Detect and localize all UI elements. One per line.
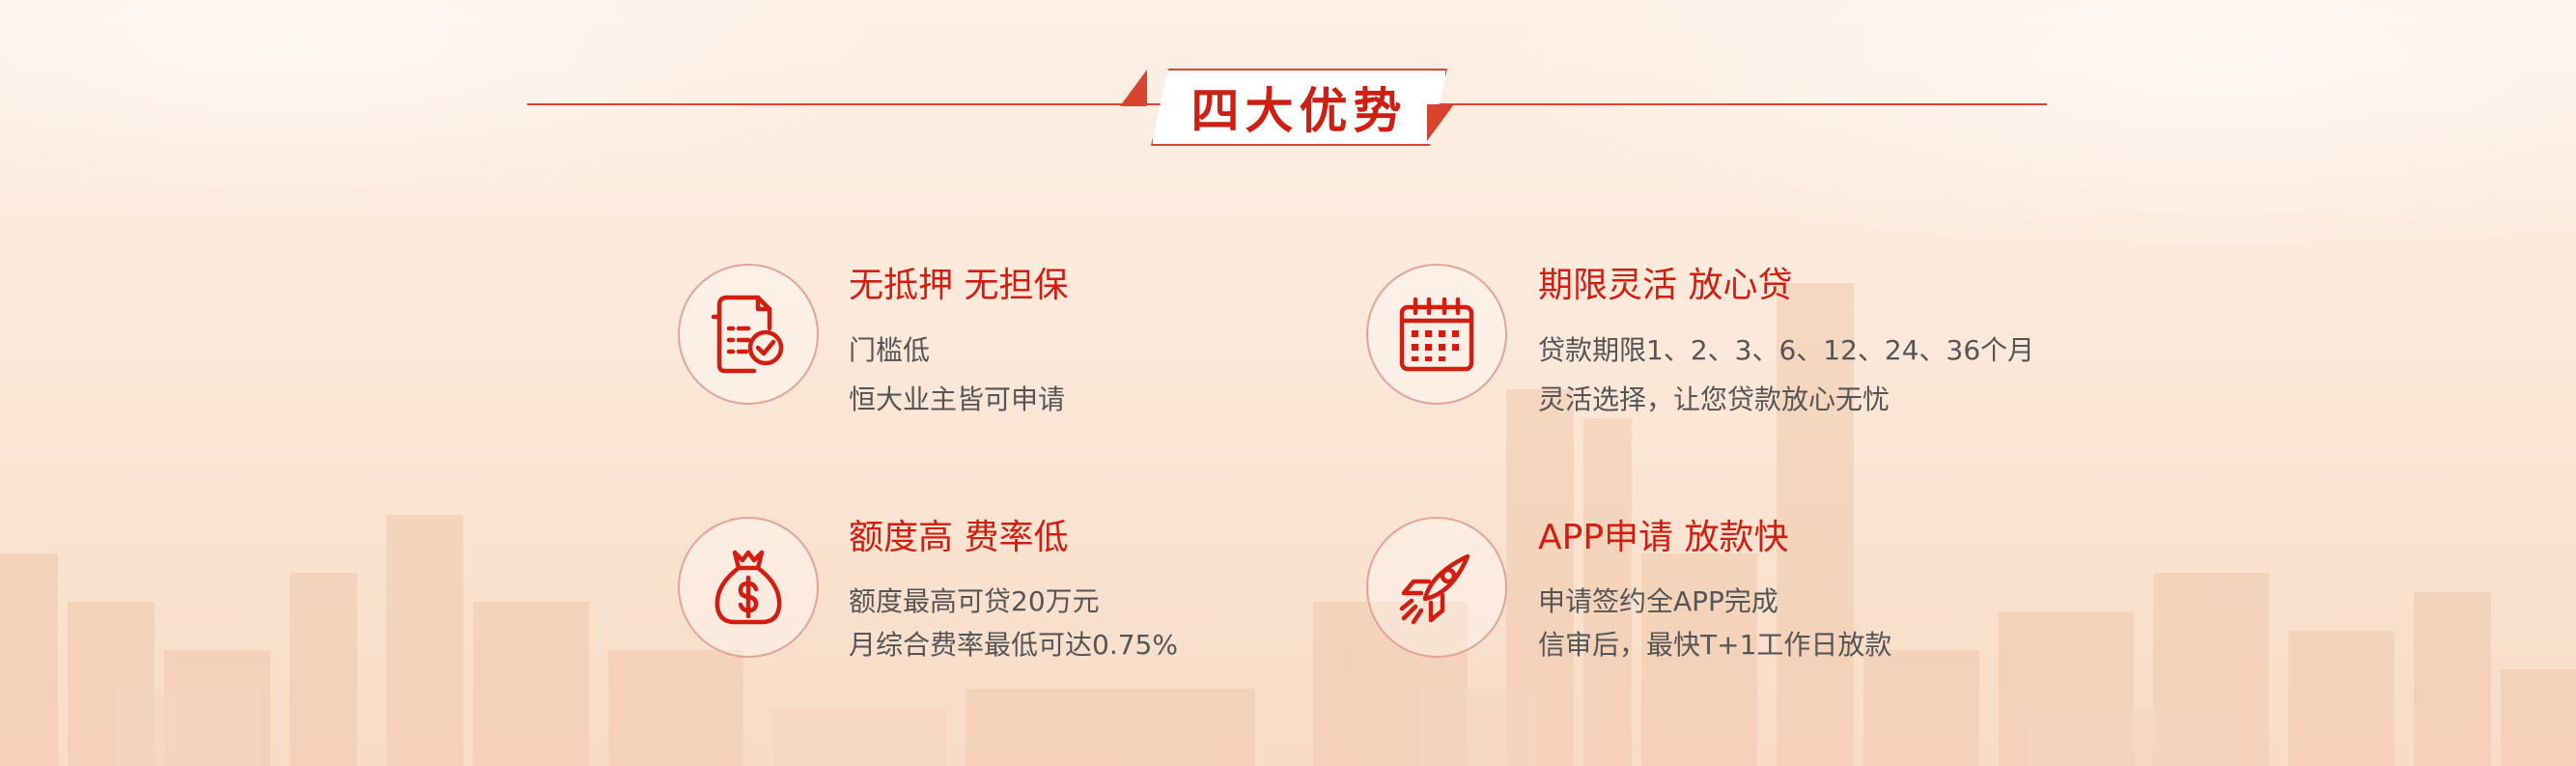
feature-line: 灵活选择，让您贷款放心无忧 — [1538, 383, 1890, 415]
feature-line: 月综合费率最低可达0.75% — [849, 629, 1178, 661]
feature-line: 申请签约全APP完成 — [1538, 585, 1778, 617]
feature-icon-circle — [678, 517, 819, 658]
document-check-icon — [711, 295, 784, 374]
money-bag-icon — [714, 550, 782, 625]
feature-line: 贷款期限1、2、3、6、12、24、36个月 — [1538, 334, 2035, 366]
feature-title: 无抵押 无担保 — [849, 266, 1069, 305]
feature-line: 信审后，最快T+1工作日放款 — [1538, 629, 1892, 661]
title-corner-decoration-left — [1120, 70, 1147, 106]
feature-title: 期限灵活 放心贷 — [1538, 266, 1793, 305]
feature-title: APP申请 放款快 — [1538, 518, 1789, 557]
city-skyline-background — [0, 148, 2576, 766]
feature-title: 额度高 费率低 — [849, 518, 1069, 557]
feature-icon-circle — [1366, 517, 1507, 658]
calendar-icon — [1399, 297, 1474, 372]
rocket-icon — [1399, 553, 1470, 625]
section-title-box: 四大优势 — [1151, 69, 1447, 146]
feature-icon-circle — [1366, 264, 1507, 405]
feature-line: 额度最高可贷20万元 — [849, 585, 1100, 617]
feature-line: 门槛低 — [849, 334, 931, 366]
title-corner-decoration-right — [1427, 104, 1454, 141]
feature-line: 恒大业主皆可申请 — [849, 383, 1066, 415]
feature-icon-circle — [678, 264, 819, 405]
section-title: 四大优势 — [1190, 83, 1408, 139]
